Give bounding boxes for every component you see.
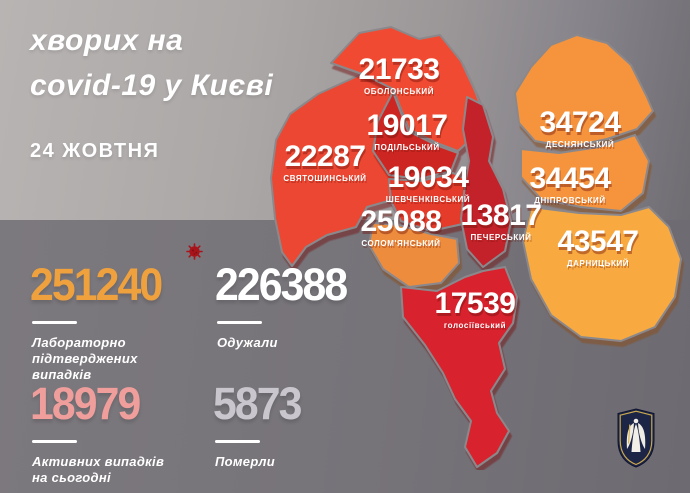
stat-deaths: 5873 Померли — [213, 381, 305, 470]
district-label-podilskyi: 19017 ПОДІЛЬСЬКИЙ — [366, 109, 448, 153]
district-shape-podilskyi — [372, 91, 459, 180]
divider-line — [32, 440, 77, 443]
divider-line — [32, 321, 77, 324]
coronavirus-icon — [186, 243, 203, 260]
district-label-holosiivskyi: 17539 голосіївський — [434, 287, 516, 331]
district-name: ПЕЧЕРСЬКИЙ — [470, 233, 532, 242]
district-name: СОЛОМ'ЯНСЬКИЙ — [361, 239, 441, 248]
district-name: СВЯТОШИНСЬКИЙ — [283, 174, 367, 183]
district-label-dniprovskyi: 34454 ДНІПРОВСЬКИЙ — [529, 162, 611, 206]
district-shape-dniprovskyi — [520, 134, 650, 212]
stat-active-label: Активних випадків на сьогодні — [32, 454, 165, 485]
district-value: 21733 — [358, 53, 440, 86]
date-label: 24 ЖОВТНЯ — [30, 140, 160, 162]
district-value: 34454 — [529, 162, 611, 195]
district-value: 19034 — [387, 161, 469, 194]
district-shape-solomianskyi — [368, 222, 460, 288]
district-label-solomianskyi: 25088 СОЛОМ'ЯНСЬКИЙ — [360, 205, 442, 249]
kyiv-districts-map — [270, 26, 682, 468]
stat-deaths-label: Померли — [215, 454, 276, 469]
district-name: ПОДІЛЬСЬКИЙ — [374, 143, 440, 152]
district-shape-desnianskyi — [514, 34, 654, 148]
district-shape-darnytskyi — [522, 206, 682, 342]
stat-confirmed: 251240 Лабораторно підтверджених випадкі… — [30, 262, 168, 383]
district-value: 22287 — [284, 140, 366, 173]
district-value: 13817 — [460, 199, 542, 232]
district-label-pecherskyi: 13817 ПЕЧЕРСЬКИЙ — [460, 199, 542, 243]
stat-recovered-value: 226388 — [215, 259, 348, 310]
stat-recovered-label: Одужали — [217, 335, 278, 350]
district-value: 43547 — [557, 225, 639, 258]
district-name: голосіївський — [443, 321, 507, 330]
divider-line — [217, 321, 262, 324]
district-name: ШЕВЧЕНКІВСЬКИЙ — [385, 195, 471, 204]
district-label-shevchenkivskyi: 19034 ШЕВЧЕНКІВСЬКИЙ — [385, 161, 471, 205]
district-name: ДЕСНЯНСЬКИЙ — [545, 140, 615, 149]
district-name: ДАРНИЦЬКИЙ — [566, 259, 630, 268]
district-name: ДНІПРОВСЬКИЙ — [534, 196, 606, 205]
stat-active: 18979 Активних випадків на сьогодні — [30, 381, 164, 486]
district-label-desnianskyi: 34724 ДЕСНЯНСЬКИЙ — [539, 106, 621, 150]
district-value: 34724 — [539, 106, 621, 139]
district-value: 25088 — [360, 205, 442, 238]
stat-deaths-value: 5873 — [213, 378, 302, 429]
stat-confirmed-label: Лабораторно підтверджених випадків — [32, 335, 138, 382]
kyiv-coat-of-arms — [617, 408, 655, 468]
divider-line — [215, 440, 260, 443]
stat-confirmed-value: 251240 — [30, 259, 163, 310]
stat-active-value: 18979 — [30, 378, 141, 429]
district-value: 17539 — [434, 287, 516, 320]
stat-recovered: 226388 Одужали — [215, 262, 353, 351]
district-label-obolonskyi: 21733 ОБОЛОНСЬКИЙ — [358, 53, 440, 97]
district-value: 19017 — [366, 109, 448, 142]
page-title: хворих на covid-19 у Києві — [30, 24, 274, 102]
district-shape-pecherskyi — [460, 96, 512, 268]
district-name: ОБОЛОНСЬКИЙ — [363, 87, 435, 96]
district-label-sviatoshynskyi: 22287 СВЯТОШИНСЬКИЙ — [283, 140, 367, 184]
district-shape-holosiivskyi — [400, 266, 518, 468]
district-label-darnytskyi: 43547 ДАРНИЦЬКИЙ — [557, 225, 639, 269]
